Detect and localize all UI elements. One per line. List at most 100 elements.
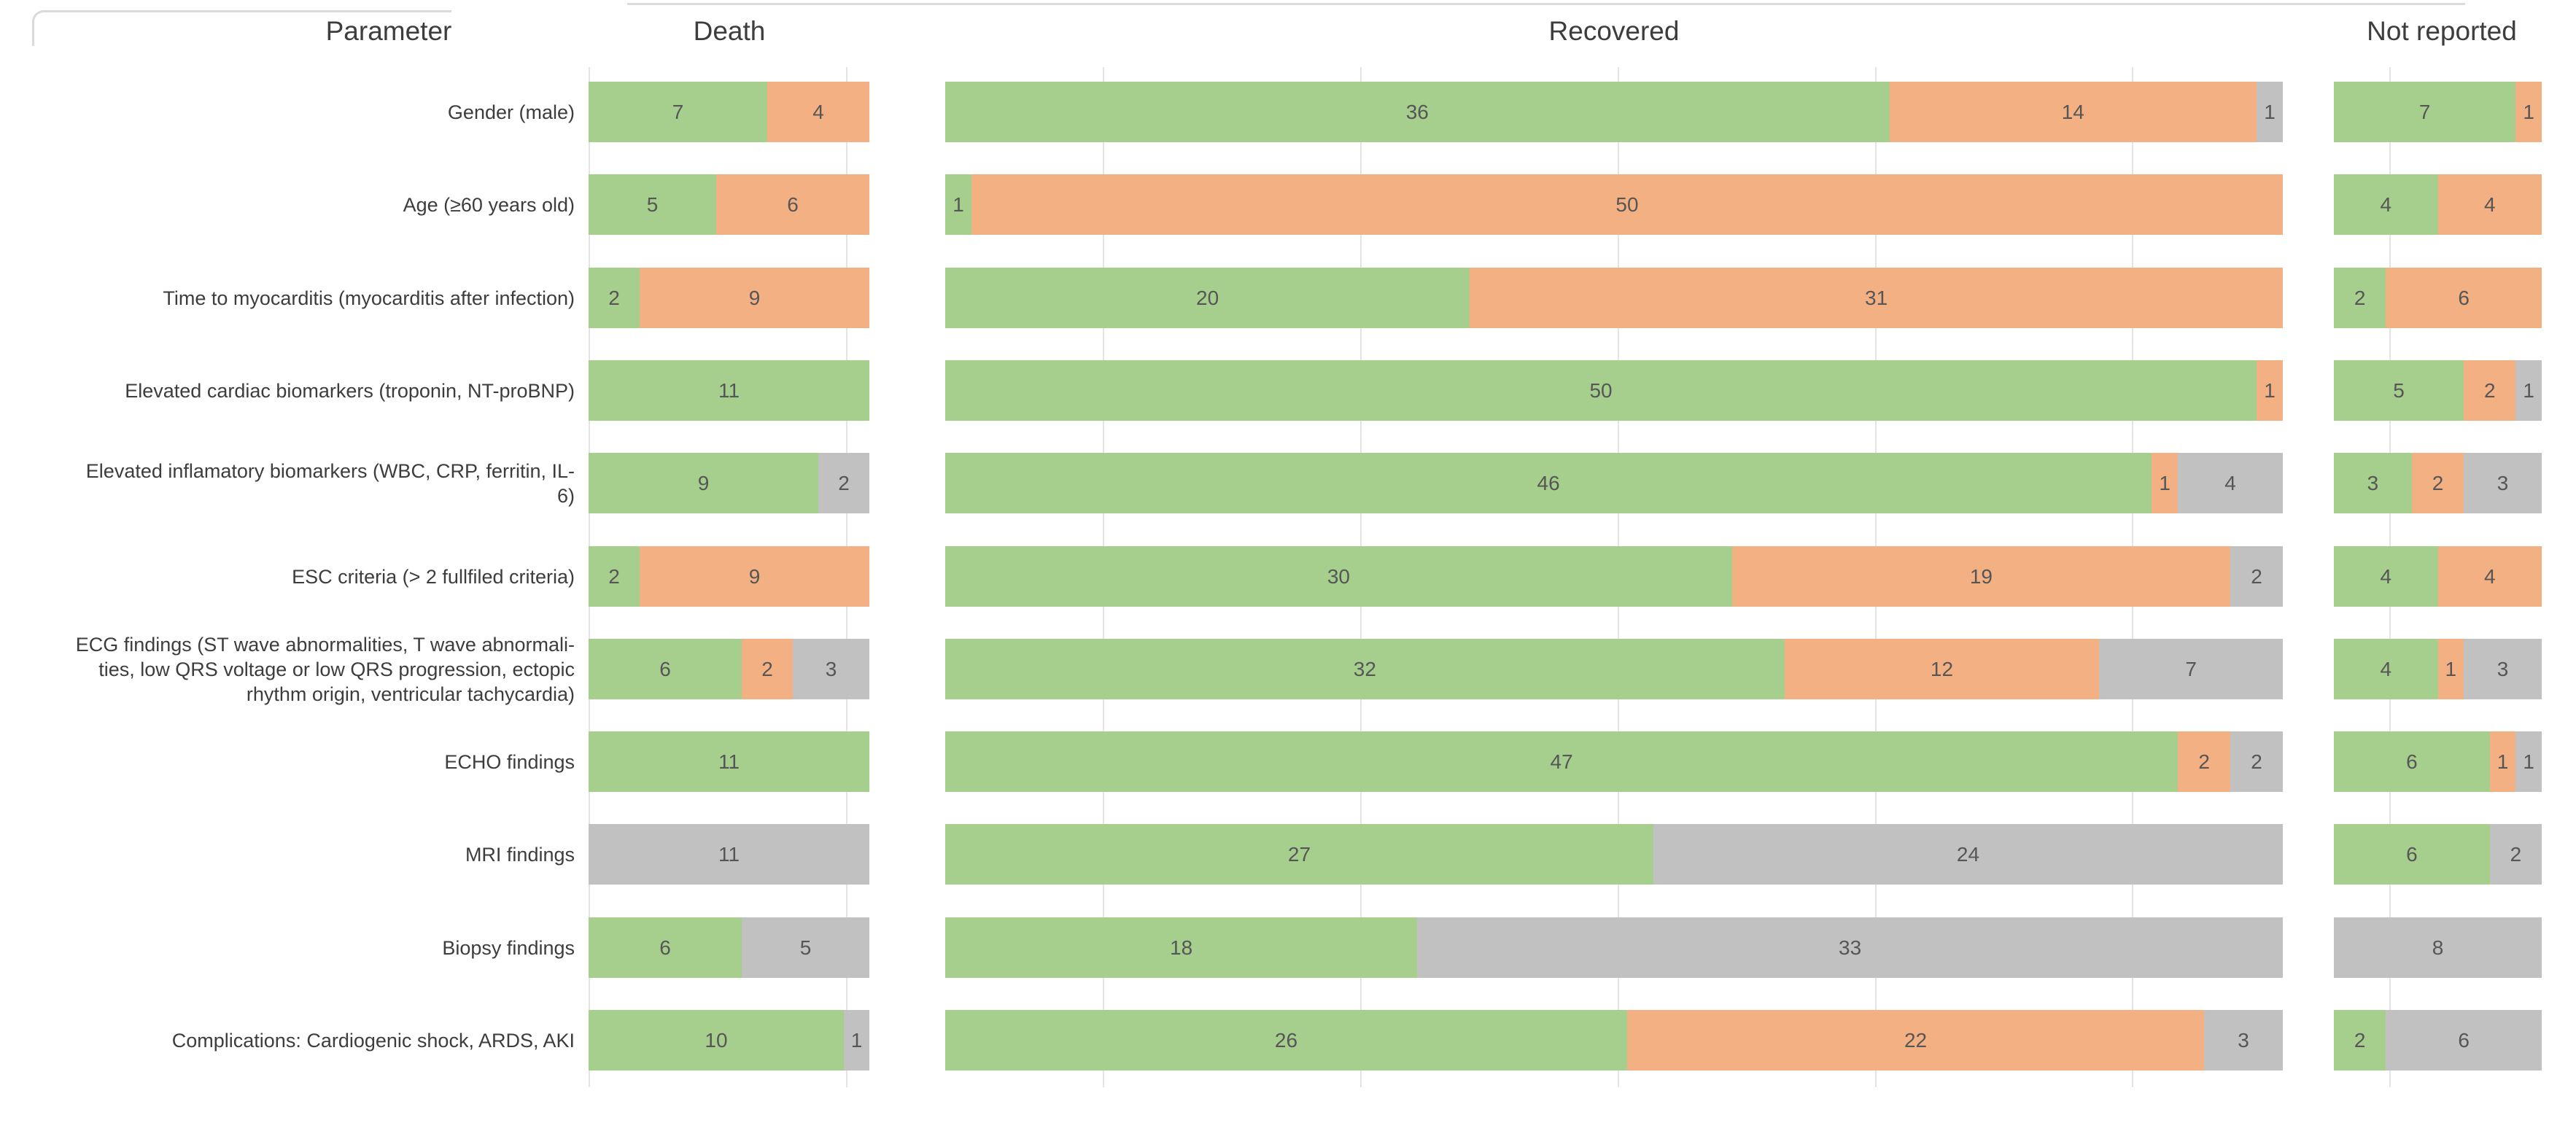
bar-value-label: 26 <box>1274 1028 1298 1052</box>
bar-value-label: 11 <box>718 378 740 402</box>
bar-value-label: 2 <box>2432 471 2444 494</box>
bar-value-label: 36 <box>1405 100 1429 123</box>
bar-value-label: 2 <box>2483 378 2496 402</box>
column-header-death: Death <box>693 16 766 46</box>
bar-value-label: 3 <box>2238 1028 2249 1052</box>
bar-value-label: 7 <box>2418 100 2431 123</box>
bar-value-label: 47 <box>1550 750 1573 773</box>
bar-segment-gray: 24 <box>1653 824 2283 885</box>
row-label: ECHO findings <box>444 750 575 773</box>
bar-segment-orange: 2 <box>2178 731 2231 792</box>
bar-value-label: 50 <box>1589 378 1613 402</box>
bar-value-label: 18 <box>1170 936 1193 959</box>
bar-value-label: 2 <box>2251 750 2262 773</box>
bar-segment-orange: 1 <box>2489 731 2516 792</box>
bar-segment-green: 5 <box>589 174 716 235</box>
bar-value-label: 9 <box>748 564 761 588</box>
bar-segment-green: 2 <box>2334 1010 2386 1070</box>
recovered-panel-bar: 47 2 2 <box>945 731 2283 792</box>
bar-value-label: 2 <box>838 471 850 494</box>
bar-segment-green: 26 <box>945 1010 1627 1070</box>
plot-top-border <box>627 3 2465 5</box>
row-label: Time to myocarditis (myocarditis after i… <box>163 287 575 309</box>
bar-segment-gray: 1 <box>844 1010 869 1070</box>
bar-segment-orange: 14 <box>1889 82 2257 142</box>
bar-segment-green: 20 <box>945 268 1470 328</box>
bar-segment-green: 30 <box>945 546 1732 607</box>
not-reported-panel-bar: 3 2 3 <box>2334 453 2542 513</box>
bar-segment-green: 7 <box>589 82 767 142</box>
row-label: Biopsy findings <box>442 936 575 959</box>
bar-segment-green: 7 <box>2334 82 2516 142</box>
bar-segment-green: 6 <box>2334 824 2490 885</box>
bar-segment-gray: 2 <box>818 453 869 513</box>
bar-value-label: 6 <box>787 193 799 216</box>
bar-value-label: 3 <box>2497 471 2509 494</box>
bar-value-label: 6 <box>2458 286 2470 309</box>
bar-segment-orange: 2 <box>742 639 793 699</box>
bar-value-label: 2 <box>608 286 620 309</box>
recovered-panel-bar: 30 19 2 <box>945 546 2283 607</box>
bar-value-label: 4 <box>2380 564 2392 588</box>
bar-segment-gray: 33 <box>1417 917 2283 978</box>
bar-segment-green: 32 <box>945 639 1785 699</box>
bar-segment-orange: 12 <box>1784 639 2100 699</box>
bar-value-label: 11 <box>718 842 740 866</box>
bar-value-label: 20 <box>1196 286 1219 309</box>
frame-corner-decoration <box>32 10 451 46</box>
bar-segment-green: 50 <box>945 360 2257 421</box>
bar-value-label: 6 <box>2406 750 2418 773</box>
bar-segment-green: 4 <box>2334 546 2438 607</box>
bar-value-label: 2 <box>2354 286 2366 309</box>
row-label: Gender (male) <box>447 101 575 123</box>
bar-segment-green: 6 <box>2334 731 2490 792</box>
column-header-not-reported: Not reported <box>2367 16 2517 46</box>
bar-segment-green: 47 <box>945 731 2179 792</box>
recovered-panel-bar: 18 33 <box>945 917 2283 978</box>
bar-value-label: 24 <box>1956 842 1980 866</box>
bar-segment-gray: 4 <box>2178 453 2283 513</box>
bar-segment-orange: 4 <box>767 82 869 142</box>
bar-value-label: 12 <box>1930 657 1954 680</box>
bar-value-label: 19 <box>1969 564 1993 588</box>
bar-value-label: 1 <box>2445 657 2457 680</box>
bar-value-label: 2 <box>2251 564 2262 588</box>
bar-segment-gray: 1 <box>2515 360 2542 421</box>
bar-value-label: 1 <box>2264 378 2276 402</box>
bar-segment-orange: 1 <box>2257 360 2283 421</box>
recovered-panel-bar: 36 14 1 <box>945 82 2283 142</box>
bar-value-label: 9 <box>748 286 761 309</box>
bar-segment-orange: 1 <box>2515 82 2542 142</box>
bar-segment-gray: 3 <box>2464 639 2542 699</box>
bar-value-label: 2 <box>761 657 773 680</box>
bar-segment-green: 5 <box>2334 360 2464 421</box>
bar-segment-green: 2 <box>589 546 640 607</box>
row-label: ESC criteria (> 2 fullfiled criteria) <box>292 565 575 588</box>
bar-value-label: 2 <box>608 564 620 588</box>
bar-segment-gray: 3 <box>2204 1010 2283 1070</box>
bar-value-label: 4 <box>2380 193 2392 216</box>
death-panel-bar: 10 1 <box>589 1010 869 1070</box>
bar-segment-gray: 8 <box>2334 917 2542 978</box>
bar-segment-gray: 3 <box>793 639 869 699</box>
bar-segment-green: 4 <box>2334 174 2438 235</box>
bar-segment-orange: 4 <box>2437 546 2542 607</box>
bar-segment-gray: 1 <box>2515 731 2542 792</box>
recovered-panel-bar: 27 24 <box>945 824 2283 885</box>
row-label: Age (≥60 years old) <box>403 193 575 216</box>
death-panel-bar: 11 <box>589 824 869 885</box>
bar-value-label: 22 <box>1904 1028 1928 1052</box>
bar-value-label: 5 <box>799 936 812 959</box>
bar-segment-green: 6 <box>589 639 742 699</box>
bar-segment-green: 1 <box>945 174 971 235</box>
bar-segment-orange: 31 <box>1470 268 2283 328</box>
